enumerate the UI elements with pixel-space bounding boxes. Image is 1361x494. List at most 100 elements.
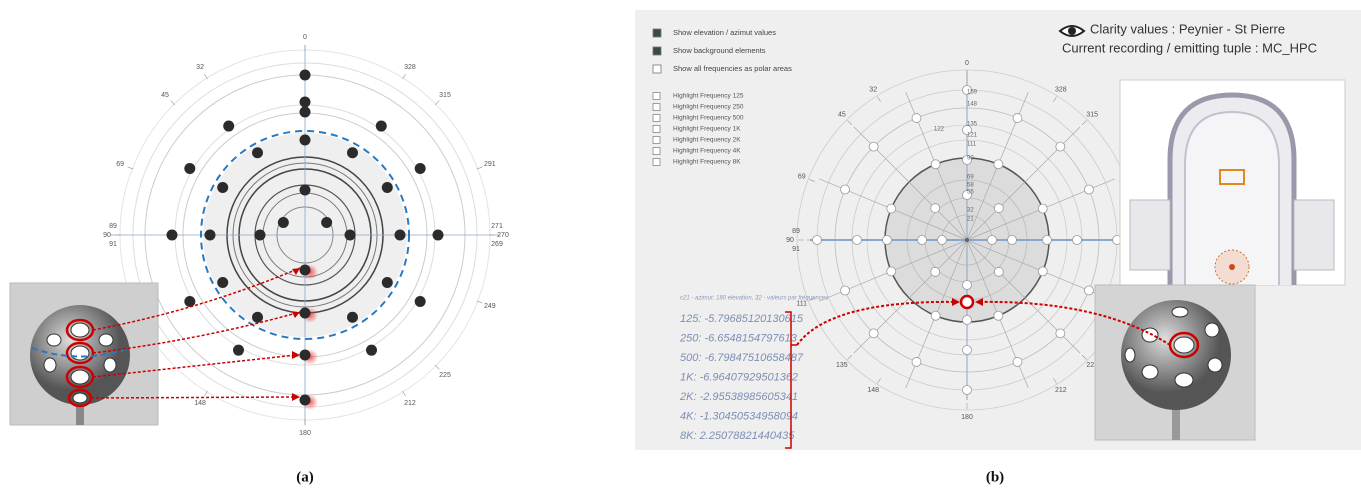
checkbox[interactable] (652, 125, 661, 133)
measurement-point[interactable] (1037, 203, 1048, 214)
tick-mark (877, 378, 881, 384)
measurement-point[interactable] (886, 203, 897, 214)
measurement-point[interactable] (1072, 235, 1082, 245)
azimuth-label: 328 (404, 64, 416, 71)
header-clarity: Clarity values : Peynier - St Pierre (1090, 21, 1285, 36)
measurement-point[interactable] (1012, 113, 1023, 123)
measurement-point[interactable] (911, 357, 922, 367)
measurement-point[interactable] (993, 266, 1004, 277)
measurement-point[interactable] (299, 307, 311, 319)
measurement-point[interactable] (184, 296, 196, 307)
checkbox[interactable] (652, 28, 662, 38)
measurement-point[interactable] (414, 296, 426, 307)
measurement-point[interactable] (962, 155, 972, 165)
measurement-point[interactable] (366, 344, 377, 356)
azimuth-label: 90 (103, 232, 111, 239)
measurement-point[interactable] (299, 184, 311, 196)
measurement-point[interactable] (930, 159, 941, 170)
measurement-point[interactable] (852, 235, 862, 245)
measurement-point[interactable] (299, 96, 311, 108)
frequency-option-label: Highlight Frequency 500 (673, 115, 744, 122)
measurement-point[interactable] (1084, 184, 1094, 195)
measurement-point[interactable] (1084, 285, 1094, 296)
azimuth-label: 291 (484, 161, 496, 168)
measurement-point[interactable] (930, 310, 941, 321)
measurement-point[interactable] (993, 203, 1004, 214)
measurement-point[interactable] (1037, 266, 1048, 277)
checkbox[interactable] (652, 114, 661, 122)
measurement-point[interactable] (321, 217, 333, 228)
checkbox[interactable] (652, 147, 661, 155)
measurement-point[interactable] (299, 106, 311, 118)
checkbox[interactable] (652, 103, 661, 111)
measurement-point[interactable] (917, 235, 927, 245)
measurement-point[interactable] (299, 394, 311, 406)
measurement-point[interactable] (299, 134, 311, 146)
measurement-point[interactable] (254, 229, 266, 241)
checkbox[interactable] (652, 136, 661, 144)
measurement-point[interactable] (1012, 357, 1023, 367)
measurement-point[interactable] (962, 190, 972, 200)
measurement-point[interactable] (394, 229, 406, 241)
checkbox[interactable] (652, 92, 661, 100)
azimuth-label: 89 (792, 228, 800, 235)
measurement-point[interactable] (962, 385, 972, 395)
measurement-point[interactable] (347, 311, 358, 323)
frequency-option-label: Highlight Frequency 8K (673, 159, 741, 166)
measurement-point[interactable] (381, 277, 393, 288)
measurement-point[interactable] (299, 349, 311, 361)
measurement-point[interactable] (911, 113, 922, 123)
measurement-point[interactable] (217, 277, 229, 288)
measurement-point[interactable] (1055, 328, 1066, 339)
azimuth-label: 0 (303, 34, 307, 41)
measurement-point[interactable] (233, 344, 244, 356)
measurement-point[interactable] (252, 311, 263, 323)
measurement-point[interactable] (882, 235, 892, 245)
measurement-point[interactable] (987, 235, 997, 245)
measurement-point[interactable] (930, 203, 941, 214)
measurement-point[interactable] (414, 163, 426, 174)
selected-point[interactable] (959, 294, 975, 310)
measurement-point[interactable] (868, 141, 879, 152)
measurement-point[interactable] (868, 328, 879, 339)
frequency-value: 8K: 2.25078821440435 (680, 430, 795, 442)
measurement-point[interactable] (299, 264, 311, 276)
measurement-point[interactable] (840, 184, 850, 195)
tick-mark (170, 100, 176, 106)
measurement-point[interactable] (184, 163, 196, 174)
checkbox[interactable] (652, 64, 662, 74)
measurement-point[interactable] (962, 345, 972, 355)
measurement-point[interactable] (1042, 235, 1052, 245)
measurement-point[interactable] (962, 315, 972, 325)
measurement-point[interactable] (344, 229, 356, 241)
measurement-point[interactable] (886, 266, 897, 277)
measurement-point[interactable] (347, 147, 358, 159)
measurement-point[interactable] (277, 217, 289, 228)
measurement-point[interactable] (993, 159, 1004, 170)
tick-mark (127, 166, 134, 170)
measurement-point[interactable] (166, 229, 178, 241)
measurement-point[interactable] (962, 85, 972, 95)
measurement-point[interactable] (375, 120, 387, 132)
measurement-point[interactable] (217, 182, 229, 193)
microphone-photo-a (9, 267, 301, 426)
measurement-point[interactable] (812, 235, 822, 245)
measurement-point[interactable] (1055, 141, 1066, 152)
azimuth-label: 89 (109, 223, 117, 230)
measurement-point[interactable] (252, 147, 263, 159)
measurement-point[interactable] (1007, 235, 1017, 245)
measurement-point[interactable] (930, 266, 941, 277)
checkbox[interactable] (652, 158, 661, 166)
measurement-point[interactable] (937, 235, 947, 245)
measurement-point[interactable] (223, 120, 235, 132)
measurement-point[interactable] (432, 229, 444, 241)
measurement-point[interactable] (962, 125, 972, 135)
measurement-point[interactable] (299, 69, 311, 81)
measurement-point[interactable] (993, 310, 1004, 321)
measurement-point[interactable] (381, 182, 393, 193)
checkbox[interactable] (652, 46, 662, 56)
measurement-point[interactable] (840, 285, 850, 296)
measurement-point[interactable] (962, 280, 972, 290)
measurement-point[interactable] (204, 229, 216, 241)
